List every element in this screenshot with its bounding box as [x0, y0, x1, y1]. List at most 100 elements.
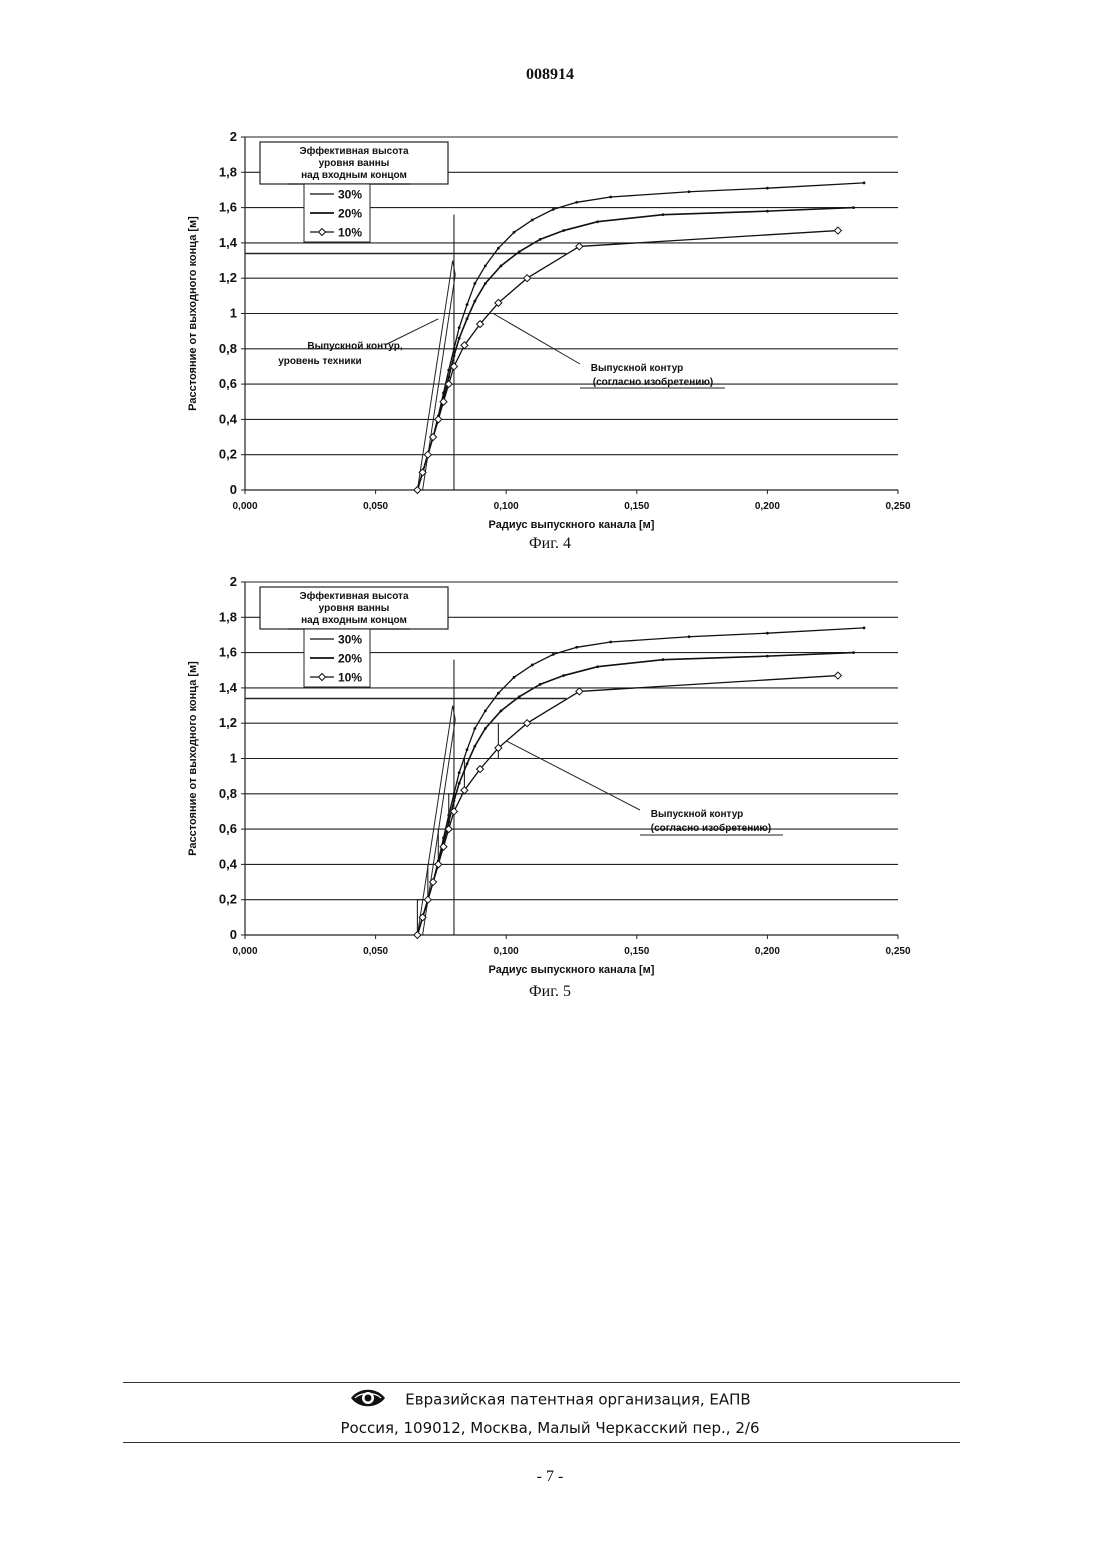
- data-point: [513, 676, 516, 679]
- legend-title-line: над входным концом: [301, 615, 407, 626]
- data-point: [424, 451, 431, 458]
- annotation-leader-line: [385, 319, 438, 345]
- y-tick-label: 1,2: [219, 270, 237, 285]
- x-tick-label: 0,050: [363, 946, 388, 957]
- data-point: [852, 651, 855, 654]
- data-point: [575, 201, 578, 204]
- y-tick-label: 0,2: [219, 892, 237, 907]
- data-point: [539, 238, 542, 241]
- figure-5-caption: Фиг. 5: [0, 983, 1100, 1001]
- y-tick-label: 1,4: [219, 235, 238, 250]
- data-point: [596, 220, 599, 223]
- y-tick-label: 0: [230, 482, 237, 497]
- data-point: [458, 782, 461, 785]
- legend-label: 10%: [338, 226, 362, 240]
- page-number: - 7 -: [0, 1468, 1100, 1486]
- legend-label: 10%: [338, 671, 362, 685]
- annotation-invention-label: Выпускной контур: [591, 363, 683, 374]
- y-axis-title: Расстояние от выходного конца [м]: [187, 216, 199, 411]
- data-point: [531, 219, 534, 222]
- eapo-eye-logo-icon: [349, 1387, 387, 1413]
- y-tick-label: 0,8: [219, 786, 237, 801]
- data-point: [766, 210, 769, 213]
- y-axis-title: Расстояние от выходного конца [м]: [187, 661, 199, 856]
- legend-title-line: уровня ванны: [319, 158, 390, 169]
- data-point: [834, 672, 841, 679]
- y-tick-label: 0,4: [219, 856, 238, 871]
- data-point: [500, 264, 503, 267]
- data-point: [863, 181, 866, 184]
- data-point: [484, 709, 487, 712]
- y-tick-label: 2: [230, 574, 237, 589]
- data-point: [662, 213, 665, 216]
- figure-4-svg: 00,20,40,60,811,21,41,61,820,0000,0500,1…: [180, 120, 920, 550]
- series-line-30pct: [417, 183, 864, 490]
- data-point: [458, 771, 461, 774]
- legend-title-line: над входным концом: [301, 170, 407, 181]
- data-point: [562, 229, 565, 232]
- data-point: [596, 665, 599, 668]
- x-tick-label: 0,200: [755, 501, 780, 512]
- x-tick-label: 0,100: [494, 946, 519, 957]
- y-tick-label: 2: [230, 129, 237, 144]
- document-number: 008914: [0, 66, 1100, 84]
- data-point: [518, 695, 521, 698]
- annotation-prior-art-label: уровень техники: [278, 356, 361, 367]
- data-point: [766, 655, 769, 658]
- y-tick-label: 0,8: [219, 341, 237, 356]
- data-point: [609, 641, 612, 644]
- data-point: [662, 658, 665, 661]
- legend-label: 20%: [338, 652, 362, 666]
- data-point: [766, 187, 769, 190]
- data-point: [609, 196, 612, 199]
- data-point: [473, 727, 476, 730]
- data-point: [484, 282, 487, 285]
- y-tick-label: 1,6: [219, 645, 237, 660]
- x-tick-label: 0,050: [363, 501, 388, 512]
- annotation-prior-art-label: Выпускной контур,: [307, 341, 402, 352]
- data-point: [473, 282, 476, 285]
- x-tick-label: 0,000: [232, 946, 257, 957]
- data-point: [552, 208, 555, 211]
- footer-divider-bottom: [123, 1442, 960, 1443]
- x-axis-title: Радиус выпускного канала [м]: [489, 519, 655, 531]
- data-point: [484, 264, 487, 267]
- series-line-10pct: [417, 676, 838, 935]
- data-point: [453, 354, 456, 357]
- legend-title-line: уровня ванны: [319, 603, 390, 614]
- annotation-leader-line: [493, 314, 580, 365]
- footer-organization: Евразийская патентная организация, ЕАПВ: [0, 1387, 1100, 1413]
- figure-5-chart: 00,20,40,60,811,21,41,61,820,0000,0500,1…: [180, 565, 920, 995]
- footer-divider-top: [123, 1382, 960, 1383]
- data-point: [414, 487, 421, 494]
- data-point: [484, 727, 487, 730]
- y-tick-label: 1: [230, 751, 237, 766]
- annotation-invention-label: (согласно изобретению): [651, 822, 772, 834]
- data-point: [453, 799, 456, 802]
- data-point: [473, 745, 476, 748]
- data-point: [447, 376, 450, 379]
- y-tick-label: 1,8: [219, 164, 237, 179]
- y-tick-label: 0,6: [219, 821, 237, 836]
- data-point: [497, 692, 500, 695]
- legend: Эффективная высотауровня ваннынад входны…: [260, 142, 448, 242]
- figure-5-svg: 00,20,40,60,811,21,41,61,820,0000,0500,1…: [180, 565, 920, 995]
- y-tick-label: 0,4: [219, 411, 238, 426]
- data-point: [466, 748, 469, 751]
- legend-label: 30%: [338, 188, 362, 202]
- data-point: [414, 932, 421, 939]
- data-point: [518, 250, 521, 253]
- data-point: [531, 664, 534, 667]
- figure-4-caption: Фиг. 4: [0, 535, 1100, 553]
- data-point: [466, 303, 469, 306]
- data-point: [576, 688, 583, 695]
- y-tick-label: 0: [230, 927, 237, 942]
- series-line-30pct: [417, 628, 864, 935]
- x-tick-label: 0,100: [494, 501, 519, 512]
- x-tick-label: 0,000: [232, 501, 257, 512]
- data-point: [576, 243, 583, 250]
- data-point: [497, 247, 500, 250]
- y-tick-label: 0,6: [219, 376, 237, 391]
- footer-organization-text: Евразийская патентная организация, ЕАПВ: [405, 1391, 750, 1409]
- legend-title-line: Эффективная высота: [299, 590, 408, 602]
